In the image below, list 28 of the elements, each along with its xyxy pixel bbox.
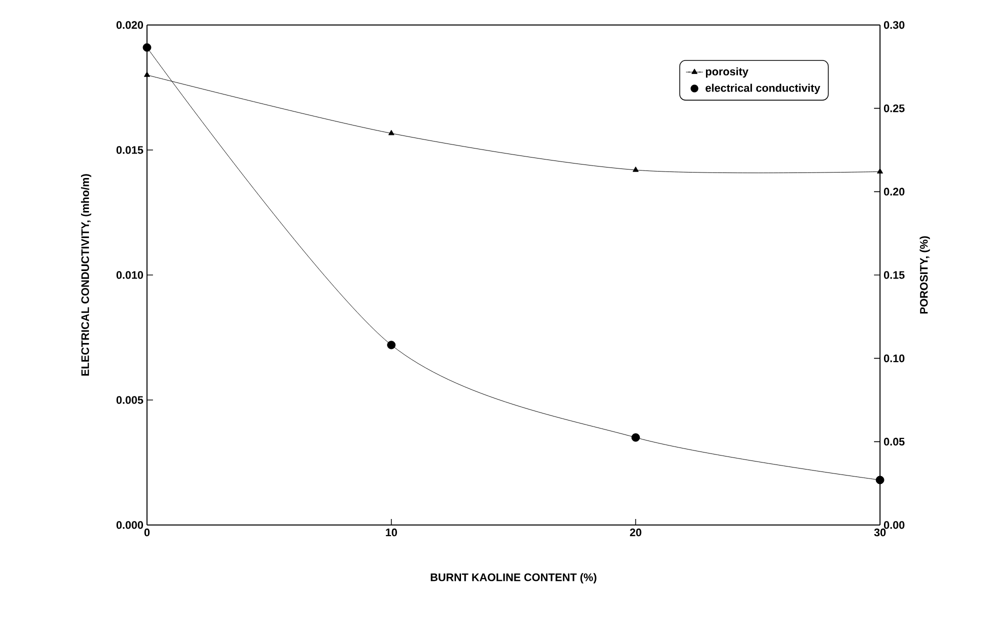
point — [632, 166, 639, 172]
x-tick-label: 20 — [630, 528, 642, 536]
point — [631, 433, 640, 442]
y-tick-label: 0.000 — [116, 521, 144, 529]
legend-label: porosity — [706, 67, 748, 78]
point — [387, 340, 396, 350]
y2-tick-label: 0.25 — [884, 104, 905, 112]
y-tick-label: 0.015 — [116, 146, 144, 154]
point — [144, 72, 150, 77]
x-tick-label: 10 — [386, 528, 397, 536]
y-tick-label: 0.010 — [116, 271, 144, 279]
y2-tick-label: 0.00 — [884, 521, 904, 529]
x-axis-title: BURNT KAOLINE CONTENT (%) — [430, 573, 596, 584]
point — [876, 168, 884, 174]
y2-tick-label: 0.30 — [884, 21, 904, 29]
point — [142, 43, 152, 52]
x-tick-label: 0 — [144, 528, 150, 536]
y2-axis-title: POROSITY, (%) — [920, 236, 930, 314]
y-axis-title: ELECTRICAL CONDUCTIVITY, (mho/m) — [81, 174, 92, 376]
y-tick-label: 0.005 — [116, 396, 144, 404]
point — [388, 130, 394, 136]
y2-tick-label: 0.15 — [884, 271, 905, 279]
y2-tick-label: 0.05 — [884, 438, 905, 446]
x-tick-label: 30 — [874, 528, 886, 536]
y2-tick-label: 0.10 — [884, 354, 904, 362]
y-tick-label: 0.020 — [116, 21, 144, 29]
legend-label: electrical conductivity — [706, 84, 820, 94]
y2-tick-label: 0.20 — [884, 188, 904, 196]
